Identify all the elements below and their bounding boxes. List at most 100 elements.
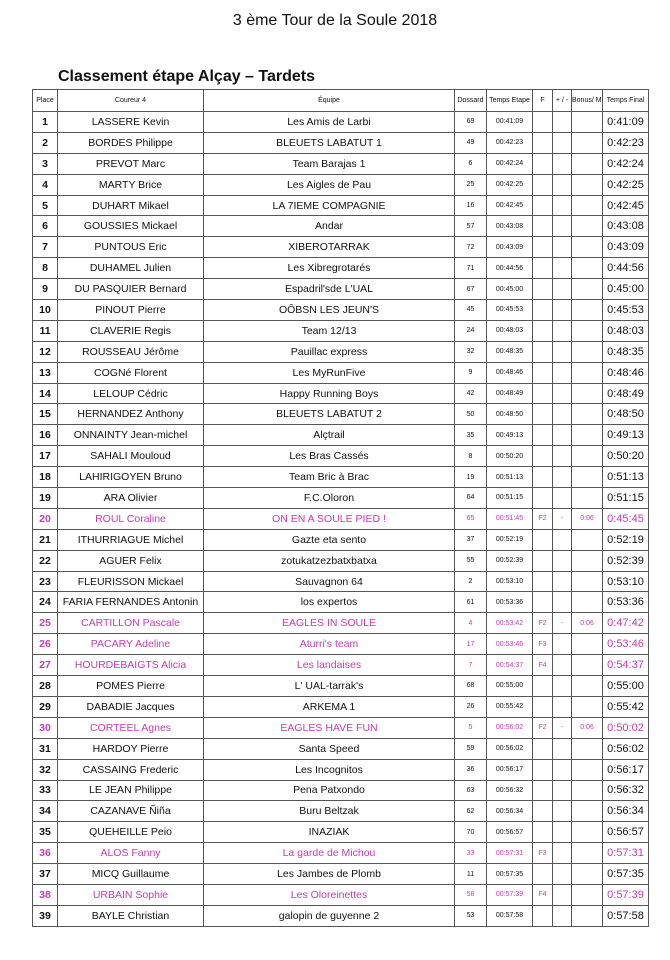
bib-cell: 37 xyxy=(454,528,487,551)
header-final-time: Temps Final xyxy=(602,89,649,112)
place-cell: 31 xyxy=(32,737,58,760)
plus-minus-cell xyxy=(552,800,572,823)
bib-cell: 9 xyxy=(454,361,487,384)
stage-time-cell: 00:43:08 xyxy=(486,215,533,238)
f-cell xyxy=(532,570,553,593)
table-row: 3 PREVOT Marc Team Barajas 1 6 00:42:24 0:42:… xyxy=(32,152,649,175)
final-time-cell: 0:43:08 xyxy=(602,215,649,238)
bib-cell: 50 xyxy=(454,403,487,426)
team-cell: Les Jambes de Plomb xyxy=(203,863,455,885)
bib-cell: 17 xyxy=(454,633,487,656)
place-cell: 19 xyxy=(32,487,58,509)
plus-minus-cell xyxy=(552,236,572,259)
final-time-cell: 0:44:56 xyxy=(602,257,649,280)
final-time-cell: 0:42:45 xyxy=(602,194,649,217)
final-time-cell: 0:56:32 xyxy=(602,779,649,802)
plus-minus-cell xyxy=(552,591,572,614)
team-cell: Les Aigles de Pau xyxy=(203,173,455,196)
place-cell: 3 xyxy=(32,152,58,175)
table-row: 32 CASSAING Frederic Les Incognitos 36 00:56… xyxy=(32,758,649,781)
document-title: 3 ème Tour de la Soule 2018 xyxy=(232,12,438,29)
bonus-cell xyxy=(571,695,603,718)
final-time-cell: 0:50:02 xyxy=(602,716,649,739)
stage-time-cell: 00:48:35 xyxy=(486,340,533,363)
final-time-cell: 0:56:02 xyxy=(602,737,649,760)
team-cell: los expertos xyxy=(203,591,455,614)
bib-cell: 64 xyxy=(454,487,487,509)
table-row: 30 CORTEEL Agnes EAGLES HAVE FUN 5 00:56:02 F… xyxy=(32,716,649,739)
stage-time-cell: 00:55:00 xyxy=(486,675,533,697)
table-row: 15 HERNANDEZ Anthony BLEUETS LABATUT 2 50 00… xyxy=(32,403,649,426)
f-cell xyxy=(532,278,553,301)
final-time-cell: 0:50:20 xyxy=(602,445,649,468)
bonus-cell xyxy=(571,257,603,280)
header-team: Équipe xyxy=(203,89,455,112)
team-cell: OÔBSN LES JEUN'S xyxy=(203,299,455,321)
table-row: 24 FARIA FERNANDES Antonin los expertos 61 0… xyxy=(32,591,649,614)
bonus-cell xyxy=(571,591,603,614)
stage-time-cell: 00:56:34 xyxy=(486,800,533,823)
f-cell xyxy=(532,821,553,844)
plus-minus-cell: - xyxy=(552,716,572,739)
final-time-cell: 0:55:00 xyxy=(602,675,649,697)
bib-cell: 11 xyxy=(454,863,487,885)
final-time-cell: 0:53:36 xyxy=(602,591,649,614)
final-time-cell: 0:57:35 xyxy=(602,863,649,885)
bonus-cell xyxy=(571,487,603,509)
bib-cell: 35 xyxy=(454,424,487,447)
runner-cell: MICQ Guillaume xyxy=(57,863,204,885)
team-cell: Santa Speed xyxy=(203,737,455,760)
stage-time-cell: 00:53:46 xyxy=(486,633,533,656)
stage-time-cell: 00:48:46 xyxy=(486,361,533,384)
stage-title: Classement étape Alçay – Tardets xyxy=(58,68,316,85)
team-cell: Les Bras Cassés xyxy=(203,445,455,468)
team-cell: BLEUETS LABATUT 1 xyxy=(203,131,455,154)
bonus-cell xyxy=(571,278,603,301)
final-time-cell: 0:41:09 xyxy=(602,111,649,133)
stage-time-cell: 00:53:42 xyxy=(486,612,533,635)
plus-minus-cell xyxy=(552,842,572,865)
header-place: Place xyxy=(32,89,58,112)
plus-minus-cell xyxy=(552,549,572,572)
plus-minus-cell xyxy=(552,633,572,656)
stage-time-cell: 00:42:24 xyxy=(486,152,533,175)
runner-cell: DUHART Mikael xyxy=(57,194,204,217)
table-row: 1 LASSERE Kevin Les Amis de Larbi 69 00:41:0… xyxy=(32,111,649,133)
stage-time-cell: 00:53:10 xyxy=(486,570,533,593)
runner-cell: ROUSSEAU Jérôme xyxy=(57,340,204,363)
f-cell: F3 xyxy=(532,842,553,865)
table-row: 22 AGUER Felix zotukatzezbatxbatxa 55 00:52:… xyxy=(32,549,649,572)
plus-minus-cell xyxy=(552,424,572,447)
runner-cell: ALOS Fanny xyxy=(57,842,204,865)
team-cell: Andar xyxy=(203,215,455,238)
bib-cell: 55 xyxy=(454,549,487,572)
bonus-cell xyxy=(571,299,603,321)
place-cell: 4 xyxy=(32,173,58,196)
stage-time-cell: 00:51:13 xyxy=(486,466,533,489)
bib-cell: 24 xyxy=(454,319,487,342)
stage-time-cell: 00:51:45 xyxy=(486,507,533,530)
bib-cell: 49 xyxy=(454,131,487,154)
final-time-cell: 0:51:13 xyxy=(602,466,649,489)
bib-cell: 7 xyxy=(454,654,487,677)
bonus-cell xyxy=(571,863,603,885)
runner-cell: FARIA FERNANDES Antonin xyxy=(57,591,204,614)
team-cell: zotukatzezbatxbatxa xyxy=(203,549,455,572)
runner-cell: URBAIN Sophie xyxy=(57,883,204,906)
bonus-cell: 0:06 xyxy=(571,612,603,635)
plus-minus-cell xyxy=(552,758,572,781)
bib-cell: 70 xyxy=(454,821,487,844)
place-cell: 29 xyxy=(32,695,58,718)
plus-minus-cell xyxy=(552,654,572,677)
table-row: 9 DU PASQUIER Bernard Espadril'sde L'UAL 67… xyxy=(32,278,649,301)
bib-cell: 16 xyxy=(454,194,487,217)
runner-cell: PINOUT Pierre xyxy=(57,299,204,321)
plus-minus-cell xyxy=(552,131,572,154)
f-cell: F2 xyxy=(532,716,553,739)
team-cell: Happy Running Boys xyxy=(203,382,455,405)
stage-time-cell: 00:44:56 xyxy=(486,257,533,280)
runner-cell: HERNANDEZ Anthony xyxy=(57,403,204,426)
table-row: 2 BORDES Philippe BLEUETS LABATUT 1 49 00:42… xyxy=(32,131,649,154)
team-cell: Team 12/13 xyxy=(203,319,455,342)
f-cell xyxy=(532,758,553,781)
